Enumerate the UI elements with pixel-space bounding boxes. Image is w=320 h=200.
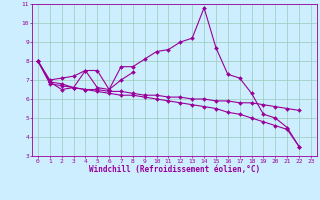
X-axis label: Windchill (Refroidissement éolien,°C): Windchill (Refroidissement éolien,°C) <box>89 165 260 174</box>
